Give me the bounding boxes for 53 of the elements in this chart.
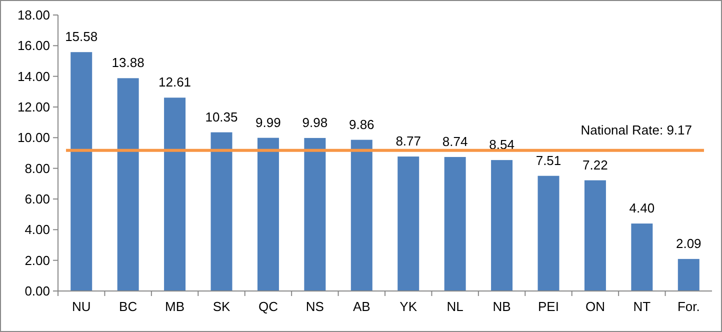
y-tick-label: 8.00 <box>24 160 50 176</box>
data-label: 8.54 <box>489 137 514 152</box>
x-tick-label: NS <box>306 299 324 314</box>
x-tick-label: QC <box>258 299 278 314</box>
data-label: 13.88 <box>112 55 144 70</box>
data-label: 12.61 <box>158 74 192 90</box>
y-tick-label: 18.00 <box>17 8 50 23</box>
data-label: 7.22 <box>582 157 608 172</box>
bar <box>538 176 560 291</box>
x-tick-label: NL <box>446 299 464 314</box>
bar <box>491 160 513 291</box>
data-label: 7.51 <box>536 152 562 168</box>
x-tick-label: PEI <box>538 299 559 314</box>
y-tick-label: 0.00 <box>24 284 50 299</box>
y-tick-label: 12.00 <box>17 100 50 115</box>
y-tick-label: 4.00 <box>24 222 50 238</box>
bar <box>117 78 139 291</box>
bar <box>257 138 279 291</box>
bar <box>631 224 653 291</box>
data-label: 15.58 <box>65 29 98 44</box>
data-label: 8.77 <box>396 134 422 149</box>
y-tick-label: 14.00 <box>17 68 50 84</box>
data-label: 9.99 <box>256 114 281 130</box>
ref-line-label: National Rate: 9.17 <box>580 122 692 138</box>
x-tick-label: BC <box>119 299 138 314</box>
data-label: 9.98 <box>302 114 328 130</box>
x-tick-label: YK <box>400 299 418 314</box>
x-tick-label: ON <box>585 299 605 314</box>
x-tick-label: MB <box>165 299 185 314</box>
x-tick-label: NU <box>72 299 91 314</box>
x-tick-label: AB <box>352 299 370 314</box>
data-label: 2.09 <box>676 236 702 251</box>
bar <box>678 258 700 291</box>
data-label: 4.40 <box>629 200 655 216</box>
bar <box>444 156 466 291</box>
x-tick-label: NT <box>633 299 651 314</box>
y-tick-label: 2.00 <box>24 252 50 268</box>
y-tick-label: 16.00 <box>17 38 50 54</box>
x-tick-label: For. <box>677 299 700 314</box>
bar <box>210 132 232 291</box>
bar <box>164 98 186 291</box>
data-label: 9.86 <box>348 116 374 132</box>
data-label: 8.74 <box>442 134 468 149</box>
bar <box>584 180 606 291</box>
x-tick-label: SK <box>212 299 230 314</box>
y-tick-label: 6.00 <box>24 192 50 207</box>
bar <box>70 52 92 291</box>
y-tick-label: 10.00 <box>17 130 50 146</box>
x-tick-label: NB <box>492 299 511 314</box>
data-label: 10.35 <box>205 109 238 124</box>
bar <box>398 156 420 291</box>
bar <box>304 138 326 291</box>
bar <box>350 140 372 291</box>
